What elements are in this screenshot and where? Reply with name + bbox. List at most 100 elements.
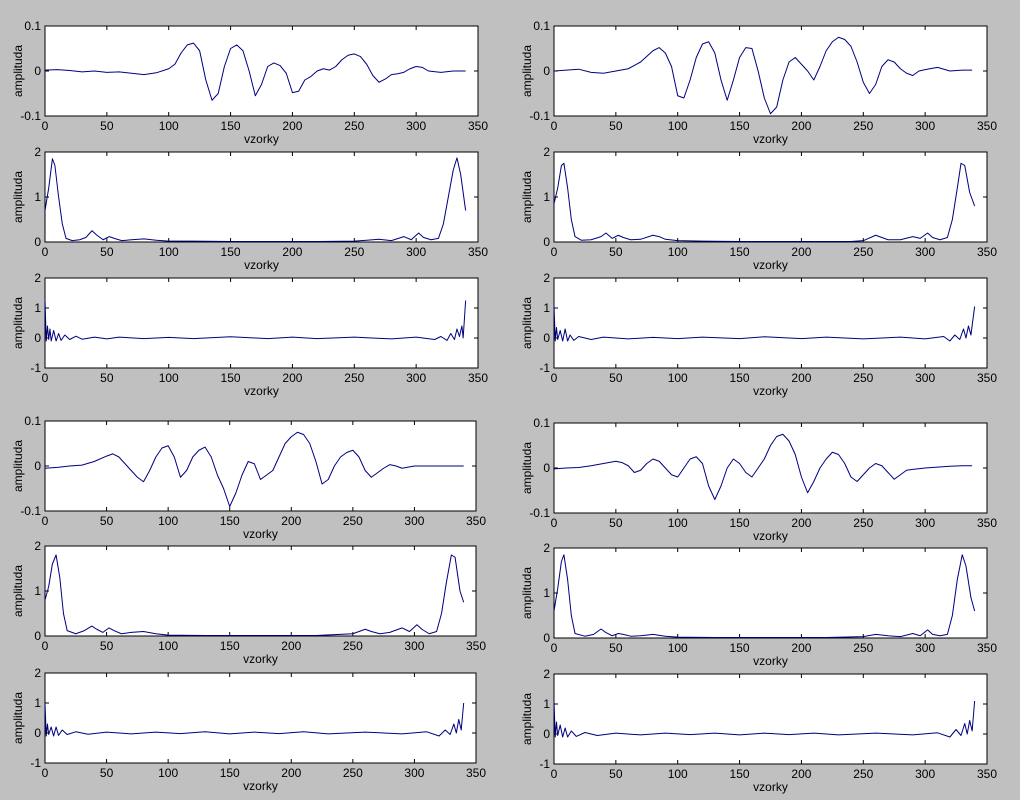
chart-3-axes: 0 50 100 150 200 250 300 350-0.100.1vzorkyampli… xyxy=(520,19,997,146)
chart-5-xtick-label-7: 350 xyxy=(977,371,997,385)
chart-2-series-line-0 xyxy=(44,298,467,342)
chart-8-plot-area xyxy=(44,672,477,764)
chart-3-xtick-label-3: 150 xyxy=(730,119,750,133)
chart-10-xtick-label-2: 100 xyxy=(668,641,688,655)
chart-9-xtick-label-6: 300 xyxy=(915,516,935,530)
chart-6-xtick-label-6: 300 xyxy=(404,514,424,528)
chart-7-axes: 0 50 100 150 200 250 300 350 0 1 2 vzorky amplituda xyxy=(11,539,486,666)
chart-1-ytick-label-2: 2 xyxy=(34,145,41,159)
chart-10-xlabel: vzorky xyxy=(753,654,788,668)
chart-9-ytick-label-1: 0 xyxy=(543,461,550,475)
chart-11-ytick-label-1: 0 xyxy=(543,727,550,741)
chart-11-xtick-label-1: 50 xyxy=(609,767,623,781)
chart-7-xtick-label-2: 100 xyxy=(158,639,178,653)
chart-9-xtick-label-5: 250 xyxy=(853,516,873,530)
chart-5-ytick-label-1: 0 xyxy=(543,331,550,345)
chart-3-xtick-label-7: 350 xyxy=(977,119,997,133)
chart-1-series-line-0 xyxy=(44,157,467,243)
chart-9-plot-area xyxy=(553,422,988,514)
chart-0-xtick-label-2: 100 xyxy=(159,119,179,133)
chart-10-axes: 0 50 100 150 200 250 300 350 0 1 2 vzorky amplituda xyxy=(520,541,997,668)
chart-9-ytick-label-0: -0.1 xyxy=(529,506,550,520)
chart-1-xtick-label-2: 100 xyxy=(159,245,179,259)
chart-0-ytick-label-2: 0.1 xyxy=(24,19,41,33)
chart-0-axes: 0 50 100 150 200 250 300 350-0.100.1vzorkyampli… xyxy=(11,19,488,146)
chart-11-ytick-label-3: 2 xyxy=(543,667,550,681)
chart-6-xtick-label-7: 350 xyxy=(466,514,486,528)
chart-11-ytick-label-0: -1 xyxy=(539,757,550,771)
chart-11-axes: 0 50 100 150 200 250 300 350-1012vzorkyamplitud… xyxy=(520,667,997,794)
chart-2-axes: 0 50 100 150 200 250 300 350-1012vzorkyamplitud… xyxy=(11,271,488,398)
chart-10-series-line-0 xyxy=(553,554,976,639)
chart-5-xtick-label-6: 300 xyxy=(915,371,935,385)
chart-11-xlabel: vzorky xyxy=(753,780,788,794)
chart-8-xtick-label-6: 300 xyxy=(404,766,424,780)
chart-7-plot-area xyxy=(44,545,477,637)
chart-10-ylabel: amplituda xyxy=(520,567,534,619)
chart-8-xlabel: vzorky xyxy=(243,779,278,793)
chart-3-xtick-label-4: 200 xyxy=(791,119,811,133)
chart-2-ytick-label-3: 2 xyxy=(34,271,41,285)
chart-9-xtick-label-7: 350 xyxy=(977,516,997,530)
chart-1-xtick-label-6: 300 xyxy=(406,245,426,259)
chart-9-xtick-label-4: 200 xyxy=(791,516,811,530)
chart-2-xtick-label-2: 100 xyxy=(159,371,179,385)
chart-0-ylabel: amplituda xyxy=(11,45,25,97)
chart-6-xtick-label-1: 50 xyxy=(100,514,114,528)
chart-6-xtick-label-2: 100 xyxy=(158,514,178,528)
chart-4-xtick-label-5: 250 xyxy=(853,245,873,259)
chart-6-xlabel: vzorky xyxy=(243,527,278,541)
chart-0-xlabel: vzorky xyxy=(244,132,279,146)
chart-6-xtick-label-5: 250 xyxy=(343,514,363,528)
chart-10-xtick-label-0: 0 xyxy=(551,641,558,655)
chart-1-xtick-label-7: 350 xyxy=(468,245,488,259)
chart-3-ylabel: amplituda xyxy=(520,45,534,97)
chart-1-xlabel: vzorky xyxy=(244,258,279,272)
chart-2-plot-area xyxy=(44,277,479,369)
chart-5-ytick-label-2: 1 xyxy=(543,301,550,315)
chart-2-ytick-label-2: 1 xyxy=(34,301,41,315)
chart-4-series-line-0 xyxy=(553,162,976,243)
chart-4-xtick-label-3: 150 xyxy=(730,245,750,259)
chart-8-xtick-label-5: 250 xyxy=(343,766,363,780)
chart-5-ytick-label-3: 2 xyxy=(543,271,550,285)
chart-1-xtick-label-0: 0 xyxy=(42,245,49,259)
chart-3-xtick-label-6: 300 xyxy=(915,119,935,133)
chart-7-ytick-label-1: 1 xyxy=(34,584,41,598)
chart-6-ylabel: amplituda xyxy=(11,440,25,492)
chart-10-xtick-label-5: 250 xyxy=(853,641,873,655)
chart-8-ytick-label-3: 2 xyxy=(34,666,41,680)
chart-8-axes: 0 50 100 150 200 250 300 350-1012vzorkyamplitud… xyxy=(11,666,486,793)
chart-11-xtick-label-3: 150 xyxy=(730,767,750,781)
chart-7-ylabel: amplituda xyxy=(11,565,25,617)
chart-0-xtick-label-5: 250 xyxy=(344,119,364,133)
chart-9-xlabel: vzorky xyxy=(753,529,788,543)
chart-4-xtick-label-6: 300 xyxy=(915,245,935,259)
chart-6-ytick-label-2: 0.1 xyxy=(24,414,41,428)
chart-9-xtick-label-2: 100 xyxy=(668,516,688,530)
chart-7-xtick-label-6: 300 xyxy=(404,639,424,653)
chart-2-xtick-label-5: 250 xyxy=(344,371,364,385)
chart-8-ylabel: amplituda xyxy=(11,692,25,744)
chart-3-xtick-label-2: 100 xyxy=(668,119,688,133)
chart-5-ylabel: amplituda xyxy=(520,297,534,349)
chart-7-ytick-label-0: 0 xyxy=(34,629,41,643)
chart-5-xtick-label-1: 50 xyxy=(609,371,623,385)
chart-9-ylabel: amplituda xyxy=(520,442,534,494)
chart-11-xtick-label-7: 350 xyxy=(977,767,997,781)
chart-9-xtick-label-1: 50 xyxy=(609,516,623,530)
chart-7-xtick-label-0: 0 xyxy=(42,639,49,653)
chart-4-xtick-label-0: 0 xyxy=(551,245,558,259)
chart-8-xtick-label-7: 350 xyxy=(466,766,486,780)
chart-1-xtick-label-5: 250 xyxy=(344,245,364,259)
chart-6-xtick-label-0: 0 xyxy=(42,514,49,528)
chart-8-xtick-label-2: 100 xyxy=(158,766,178,780)
chart-4-xtick-label-1: 50 xyxy=(609,245,623,259)
chart-6-ytick-label-0: -0.1 xyxy=(20,504,41,518)
chart-10-xtick-label-3: 150 xyxy=(730,641,750,655)
chart-10-ytick-label-0: 0 xyxy=(543,631,550,645)
chart-7-xtick-label-1: 50 xyxy=(100,639,114,653)
chart-2-xtick-label-6: 300 xyxy=(406,371,426,385)
chart-1-xtick-label-4: 200 xyxy=(282,245,302,259)
